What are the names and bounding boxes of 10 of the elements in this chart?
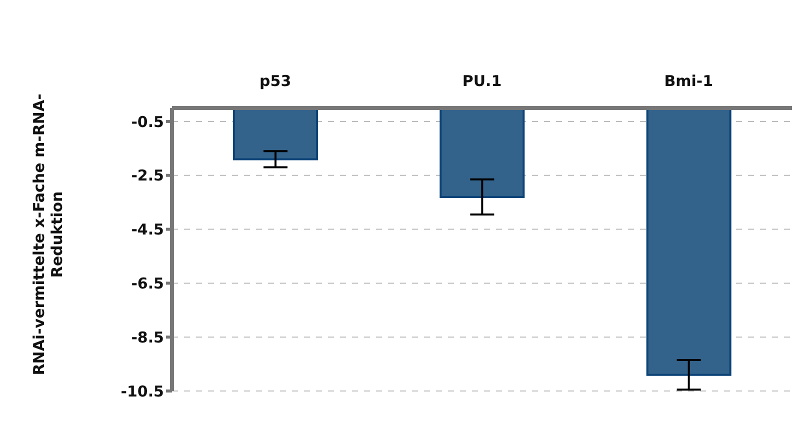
y-tick-label: -4.5	[131, 220, 164, 239]
y-axis-title: RNAi-vermittelte x-Fache m-RNA-Reduktion	[30, 94, 66, 376]
y-tick-label: -2.5	[131, 166, 164, 185]
x-tick-label: Bmi-1	[664, 72, 714, 90]
y-tick-label: -6.5	[131, 274, 164, 293]
x-tick-label: PU.1	[462, 72, 502, 90]
y-tick-label: -10.5	[120, 382, 164, 400]
y-tick-label: -8.5	[131, 328, 164, 346]
y-tick-label: -0.5	[131, 112, 164, 131]
x-tick-label: p53	[260, 72, 292, 90]
